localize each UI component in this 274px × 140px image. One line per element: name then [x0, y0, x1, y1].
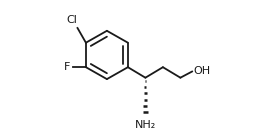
Text: F: F	[64, 62, 70, 72]
Text: NH₂: NH₂	[135, 120, 156, 130]
Text: Cl: Cl	[66, 15, 77, 25]
Text: OH: OH	[194, 66, 211, 76]
